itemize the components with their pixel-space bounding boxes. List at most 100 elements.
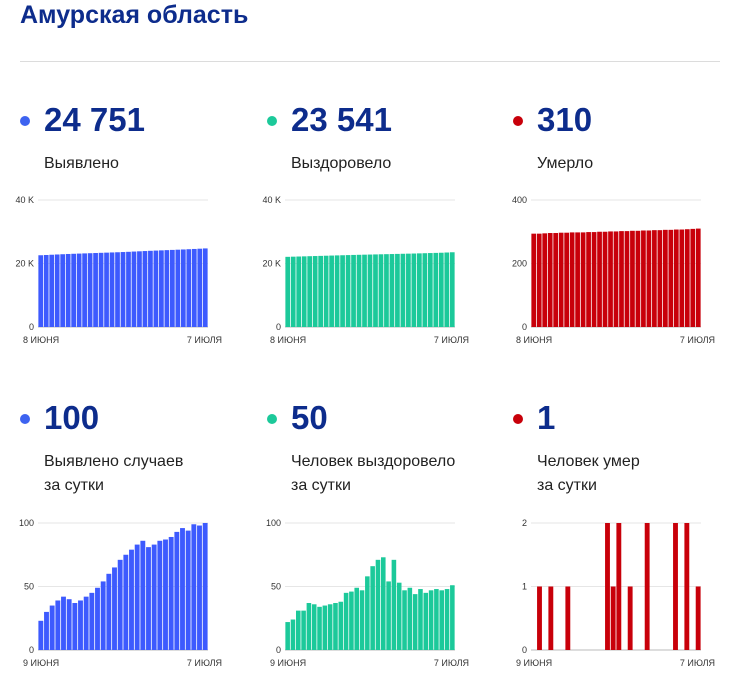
bar [61,596,66,650]
stat-value: 100 [44,399,100,436]
bar [197,248,203,327]
bar [641,230,646,327]
bar [396,582,402,650]
bar [140,540,146,650]
bar [153,250,159,327]
bar [427,253,433,327]
bar [159,250,164,327]
bar [312,256,318,327]
bar [684,523,690,650]
x-tick-label-start: 9 ИЮНЯ [23,658,59,668]
x-tick-label-end: 7 ИЮЛЯ [434,335,469,345]
bar [175,249,181,327]
bar [186,249,192,327]
bar [340,255,345,327]
x-tick-label-end: 7 ИЮЛЯ [187,658,222,668]
bar [55,600,61,650]
bar [318,255,324,327]
bar [434,589,439,650]
bar [359,590,365,650]
bar [49,254,55,327]
stat-value: 23 541 [291,101,392,138]
legend-dot-icon [267,414,277,424]
bar [49,605,55,650]
bar [439,590,444,650]
bar [151,544,157,650]
stat-label: Выздоровело [291,152,391,176]
bar [301,256,307,327]
x-tick-label-start: 9 ИЮНЯ [516,658,552,668]
bar [558,232,564,327]
bar [690,228,696,327]
bar [170,249,175,327]
bar [180,528,185,650]
page-title: Амурская область [20,1,249,29]
bar [72,603,78,650]
bar [191,248,197,327]
bar [146,547,151,650]
chart-svg: 0 20 K 40 K 8 ИЮНЯ 7 ИЮЛЯ [15,195,222,345]
y-tick-label: 0 [29,322,34,332]
bar [354,587,359,650]
bar [338,601,344,650]
bar [433,252,439,327]
bar [311,604,317,650]
bar-chart: 0 200 400 8 ИЮНЯ 7 ИЮЛЯ [512,180,723,350]
bar [412,594,418,650]
bar [301,610,306,650]
bar [635,230,641,327]
bar [38,255,44,327]
bar [444,252,450,327]
stat-card: 50 Человек выздоровело за сутки 0 50 100 9 ИЮН… [266,398,497,698]
bar [87,253,93,327]
bar [450,585,455,650]
bar [307,256,313,327]
bar [117,559,123,650]
y-tick-label: 20 K [262,259,281,269]
bar [417,253,422,327]
bar [384,254,389,327]
bar [351,254,356,327]
bar [608,231,613,327]
bar [630,230,635,327]
bar [142,251,148,327]
bar [610,586,616,650]
bar [98,252,104,327]
stat-card: 1 Человек умер за сутки 0 1 2 9 ИЮНЯ 7 ИЮЛЯ [513,398,731,698]
y-tick-label: 1 [522,582,527,592]
bar [329,255,334,327]
bar [370,566,375,650]
legend-dot-icon [513,116,523,126]
bar [646,230,652,327]
bar [112,567,117,650]
bar [137,251,142,327]
bar [695,228,701,327]
bar [131,251,137,327]
bar [334,255,340,327]
stat-label-line: Выявлено случаев [44,453,184,470]
stat-label-line: Выявлено [44,155,119,172]
y-tick-label: 0 [276,322,281,332]
bar [134,544,140,650]
bar [157,540,163,650]
bar [575,232,580,327]
bar [422,253,428,327]
bar [605,523,610,650]
bar [695,586,701,650]
bar [106,573,112,650]
y-tick-label: 0 [29,645,34,655]
bar [349,591,354,650]
bar [345,255,351,327]
chart-svg: 0 50 100 9 ИЮНЯ 7 ИЮЛЯ [19,518,222,668]
bar [536,233,542,327]
bar [89,592,95,650]
x-tick-label-start: 9 ИЮНЯ [270,658,306,668]
bar [616,523,622,650]
legend-dot-icon [20,116,30,126]
bar [569,232,575,327]
bar [100,581,106,650]
y-tick-label: 40 K [15,195,34,205]
x-tick-label-end: 7 ИЮЛЯ [680,335,715,345]
bar [290,256,296,327]
bar [381,557,386,650]
